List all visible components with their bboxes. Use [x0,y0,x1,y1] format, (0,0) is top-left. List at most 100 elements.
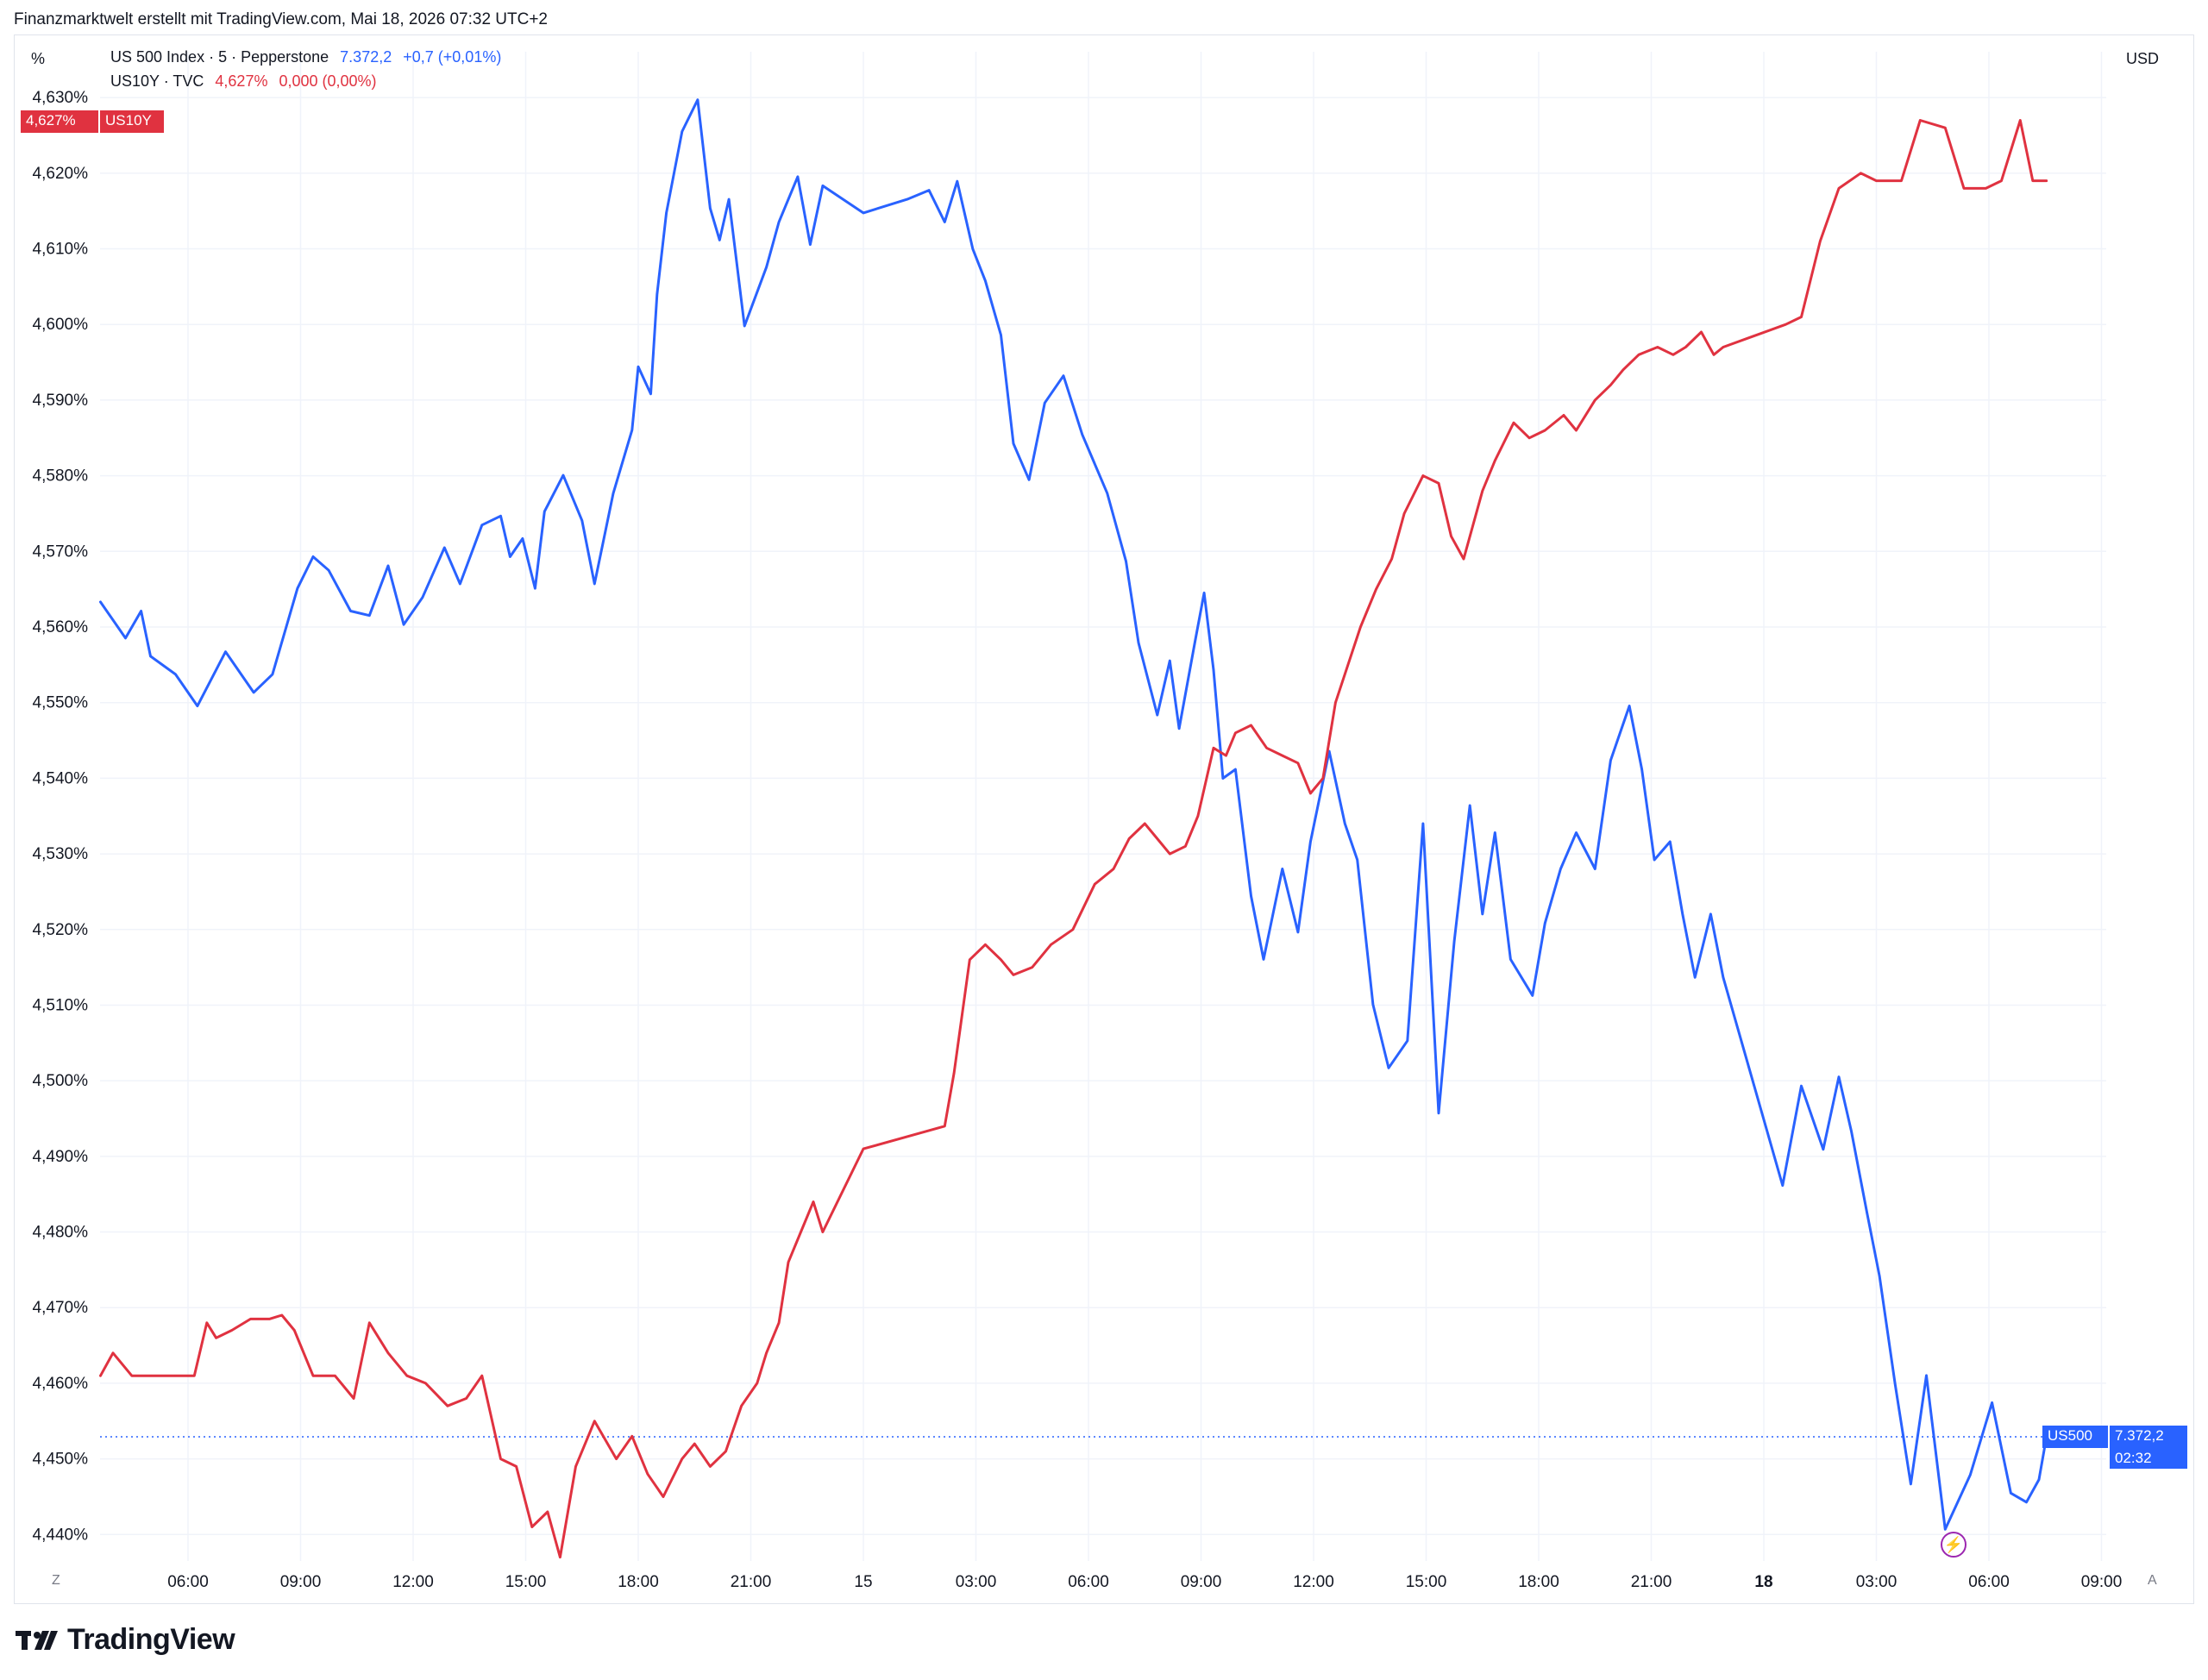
us500-series-point [1910,1483,1912,1486]
us10y-value-tag: 4,627% [21,110,98,133]
left-tick-label: 4,550% [33,694,89,712]
us500-series-point [1452,940,1456,943]
us500-series-point [1062,374,1065,377]
x-tick-label: 09:00 [280,1573,322,1591]
us10y-series-point [405,1375,408,1377]
us10y-series-point [193,1375,196,1377]
us10y-series-point [1127,837,1131,840]
us10y-series-point [1575,429,1578,432]
us500-series-point [2037,1478,2041,1481]
right-unit-label: USD [2126,50,2160,67]
us500-series-point [1837,1075,1841,1078]
us500-series-point [543,510,546,513]
us500-series-point [580,519,583,522]
us500-value-tag: 7.372,2 [2110,1426,2187,1448]
us500-series-point [521,537,524,540]
us10y-series-point [424,1382,427,1385]
us500-symbol-tag: US500 [2042,1426,2108,1448]
us500-series-point [1722,976,1725,979]
us10y-series-point [1437,482,1440,485]
us500-series-point [1221,777,1225,780]
us500-series-point [386,564,390,567]
us500-series-point [1878,1275,1881,1277]
us500-series-point [499,515,502,517]
auto-scale-button[interactable]: A [2148,1573,2157,1588]
tradingview-logo[interactable]: TradingView [16,1623,235,1657]
us500-series-point [862,211,865,215]
us10y-series-point [1800,316,1803,318]
legend-us500[interactable]: US 500 Index · 5 · Pepperstone 7.372,2 +… [110,48,508,66]
left-tick-label: 4,610% [33,241,89,259]
us10y-series-point [1450,535,1452,537]
us10y-series-point [1919,119,1922,122]
x-tick-label: 15:00 [505,1573,547,1591]
us10y-series-point [1962,187,1966,190]
us10y-series-point [1265,747,1268,749]
legend-us10y[interactable]: US10Y · TVC 4,627% 0,000 (0,00%) [110,72,384,91]
us500-series-point [1194,642,1196,644]
us500-series-point [630,429,633,431]
us500-series-point [459,582,461,586]
x-tick-label: 06:00 [1068,1573,1109,1591]
us10y-series-point [952,1072,956,1075]
left-tick-label: 4,460% [33,1375,89,1393]
us500-series-point [1156,713,1159,717]
us500-series-point [480,523,483,526]
us10y-series-point [1494,459,1496,462]
time-axis: 06:00 09:00 12:00 15:00 18:00 21:00 15 03:00 06:… [167,1573,2122,1591]
us500-series-point [1202,592,1206,594]
us500-series-point [368,614,371,617]
timezone-corner-button[interactable]: Z [52,1573,60,1588]
us10y-series-point [1334,701,1337,704]
us10y-series-point [1169,852,1171,856]
legend-us500-value: 7.372,2 [340,48,392,66]
us10y-series-point [1012,974,1015,976]
us500-series-point [1250,894,1252,898]
us10y-series-point [709,1465,712,1468]
us10y-series-point [1985,187,1987,190]
x-tick-label: 06:00 [1968,1573,2010,1591]
x-tick-label: 09:00 [2081,1573,2123,1591]
left-tick-label: 4,540% [33,769,89,787]
x-tick-label: 03:00 [1856,1573,1898,1591]
us500-series-point [1437,1112,1440,1114]
us500-series-point [743,324,746,328]
us10y-series-point [205,1321,208,1325]
us500-series-point [1262,958,1265,961]
us10y-series-point [268,1318,271,1320]
us500-series-point [612,492,615,495]
us500-series-point [402,624,405,626]
us10y-series-point [368,1321,371,1325]
chart-frame [14,34,2194,1604]
left-tick-label: 4,590% [33,392,89,410]
us10y-series-point [812,1200,815,1203]
us500-series-point [1212,668,1215,671]
us10y-series-point [724,1450,727,1453]
us10y-series-point [1296,762,1300,764]
us10y-series-point [1321,777,1325,780]
lightning-icon[interactable]: ⚡ [1941,1532,1966,1558]
us500-series-point [1421,822,1425,825]
us10y-series-point [1656,346,1659,348]
us500-series-point [984,279,987,282]
left-tick-label: 4,440% [33,1526,89,1544]
us10y-series-point [662,1495,665,1498]
us500-series-point [1125,560,1127,562]
us500-series-point [1681,912,1684,916]
us500-series-point [1628,705,1631,707]
us500-series-point [1469,804,1471,807]
us10y-series-point [559,1556,561,1558]
grid-lines [100,52,2106,1561]
us500-series-point [681,130,683,133]
us500-series-point [1969,1474,1972,1476]
us500-series-point [1609,759,1612,762]
us500-series-point [1694,976,1697,979]
us10y-series-point [174,1375,177,1377]
us10y-series-point [1527,436,1531,439]
us10y-series-point [1212,747,1215,749]
us10y-series-point [1785,323,1787,326]
us500-series-point [1709,912,1712,916]
us10y-series-point [681,1457,683,1460]
us500-series-point [1894,1383,1897,1386]
